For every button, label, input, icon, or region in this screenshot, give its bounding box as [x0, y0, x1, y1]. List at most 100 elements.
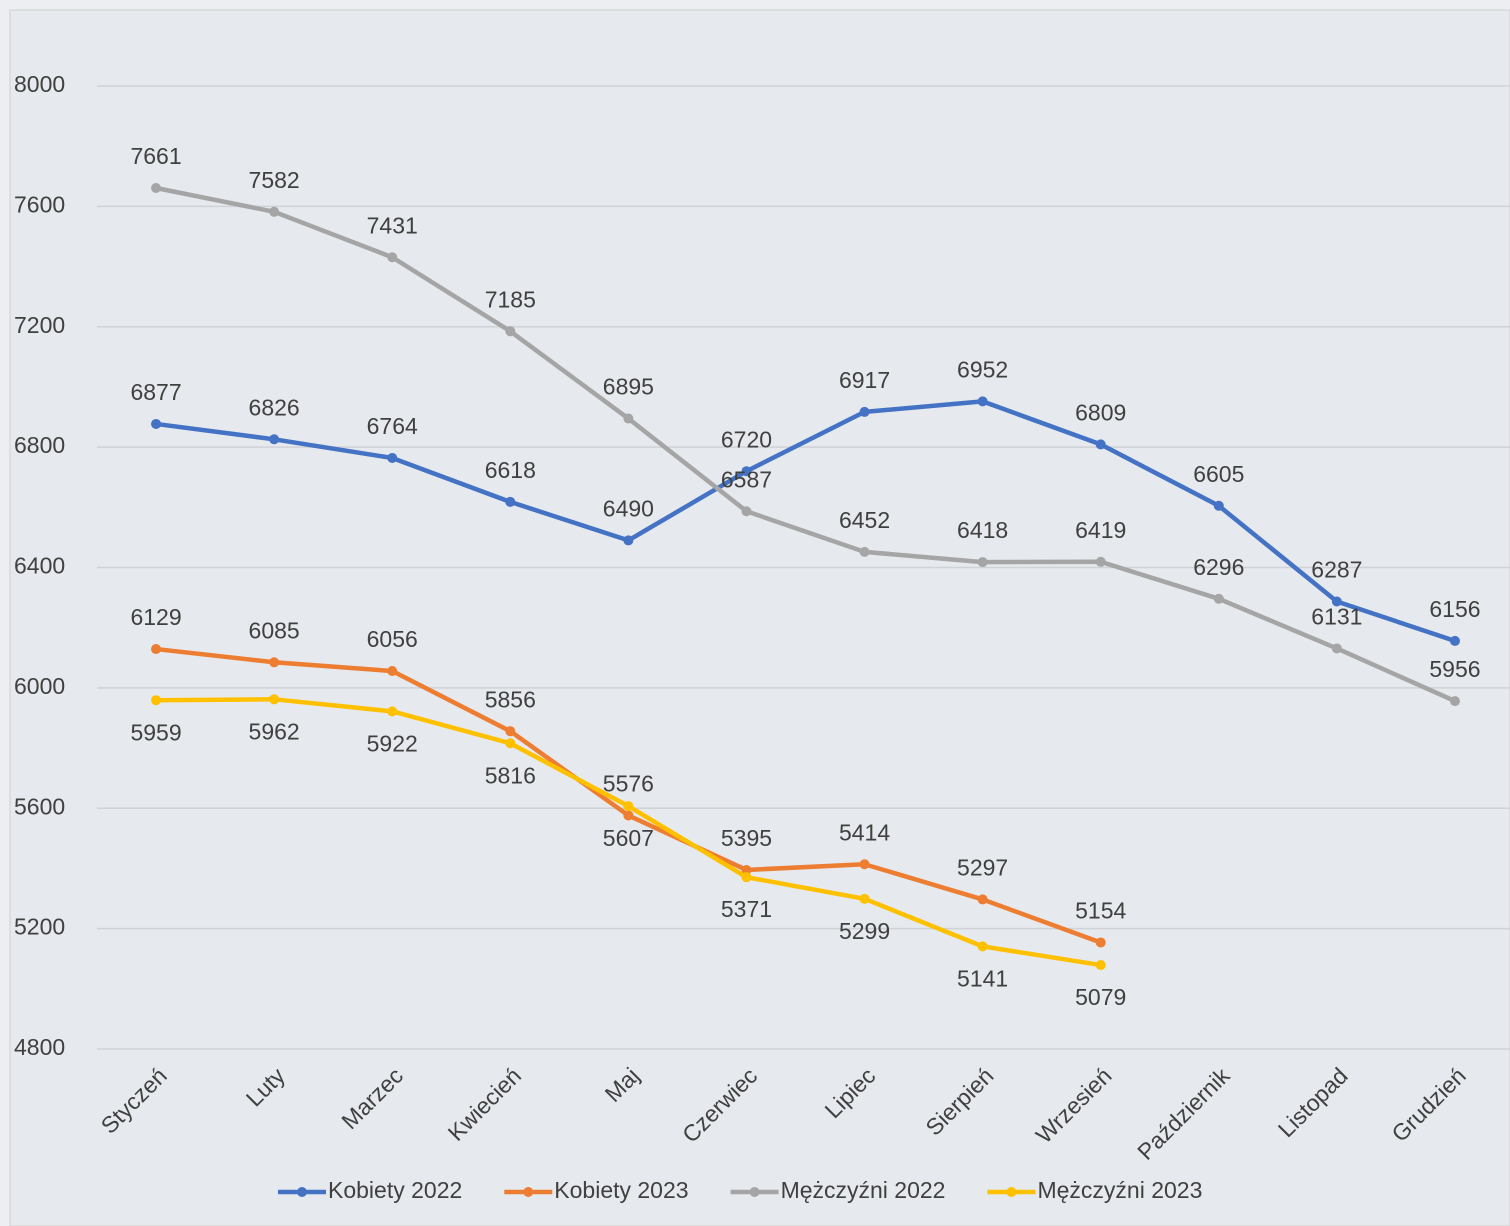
legend: Kobiety 2022 Kobiety 2023 Mężczyźni 2022 Mę… [278, 1177, 1202, 1203]
y-tick-label: 5600 [14, 793, 65, 819]
data-label: 5141 [957, 965, 1008, 991]
data-point [151, 695, 162, 706]
data-label: 7661 [130, 143, 181, 169]
data-point [1449, 635, 1460, 646]
y-tick-label: 7600 [14, 191, 65, 217]
data-point [151, 183, 162, 194]
data-label: 5922 [367, 730, 418, 756]
data-label: 5297 [957, 855, 1008, 881]
data-point [977, 894, 988, 905]
data-point [623, 810, 634, 821]
data-label: 6418 [957, 517, 1008, 543]
data-point [1095, 937, 1106, 948]
data-point [859, 406, 870, 417]
data-point [1213, 500, 1224, 511]
data-point [505, 496, 516, 507]
data-label: 6720 [721, 426, 772, 452]
data-point [151, 418, 162, 429]
data-label: 6296 [1193, 554, 1244, 580]
data-point [741, 466, 752, 477]
data-label: 6877 [130, 379, 181, 405]
data-label: 5079 [1075, 984, 1126, 1010]
data-point [741, 506, 752, 517]
data-point [387, 706, 398, 717]
data-label: 6085 [249, 617, 300, 643]
data-point [1095, 439, 1106, 450]
legend-label: Mężczyźni 2023 [1037, 1177, 1202, 1203]
y-tick-label: 6400 [14, 553, 65, 579]
y-tick-label: 5200 [14, 914, 65, 940]
data-point [623, 535, 634, 546]
data-point [387, 666, 398, 677]
data-label: 6809 [1075, 399, 1126, 425]
data-label: 6452 [839, 507, 890, 533]
data-label: 6056 [367, 626, 418, 652]
data-label: 7582 [249, 167, 300, 193]
data-point [859, 546, 870, 557]
data-point [1095, 960, 1106, 971]
data-label: 6587 [721, 466, 772, 492]
y-tick-label: 8000 [14, 71, 65, 97]
data-label: 6826 [249, 394, 300, 420]
data-point [1095, 556, 1106, 567]
data-label: 6952 [957, 356, 1008, 382]
data-point [741, 872, 752, 883]
legend-marker [749, 1187, 760, 1197]
legend-label: Kobiety 2023 [554, 1177, 688, 1203]
data-label: 5959 [130, 719, 181, 745]
data-point [623, 801, 634, 812]
chart-background [9, 9, 1510, 1226]
data-label: 6618 [485, 457, 536, 483]
data-point [1331, 643, 1342, 654]
series-line [155, 185, 1456, 704]
y-tick-label: 6000 [14, 673, 65, 699]
data-label: 6156 [1429, 596, 1480, 622]
data-point [977, 557, 988, 568]
data-label: 5856 [485, 686, 536, 712]
data-label: 6605 [1193, 461, 1244, 487]
data-label: 5816 [485, 762, 536, 788]
data-point [269, 657, 280, 668]
data-label: 6895 [603, 374, 654, 400]
data-point [505, 726, 516, 737]
legend-marker [297, 1187, 307, 1197]
series-line [155, 399, 1456, 644]
data-point [505, 326, 516, 337]
legend-marker [1006, 1187, 1017, 1197]
y-tick-label: 4800 [14, 1034, 65, 1060]
y-tick-label: 7200 [14, 312, 65, 338]
data-point [151, 644, 162, 655]
data-point [859, 893, 870, 904]
data-label: 6917 [839, 367, 890, 393]
data-label: 7185 [485, 286, 536, 312]
data-point [269, 434, 280, 445]
legend-label: Kobiety 2022 [328, 1177, 462, 1203]
data-label: 7431 [367, 212, 418, 238]
data-label: 5299 [839, 918, 890, 944]
data-label: 6419 [1075, 517, 1126, 543]
data-point [1449, 696, 1460, 707]
data-point [977, 396, 988, 407]
data-label: 6764 [367, 413, 418, 439]
data-label: 5414 [839, 819, 890, 845]
legend-label: Mężczyźni 2022 [781, 1177, 946, 1203]
data-label: 5956 [1429, 656, 1480, 682]
data-label: 5395 [721, 825, 772, 851]
data-point [269, 206, 280, 217]
data-point [387, 252, 398, 263]
data-label: 5607 [603, 825, 654, 851]
data-label: 5576 [603, 771, 654, 797]
y-tick-label: 6800 [14, 432, 65, 458]
data-point [269, 694, 280, 705]
data-point [387, 452, 398, 463]
legend-marker [523, 1187, 534, 1197]
data-label: 5371 [721, 896, 772, 922]
data-label: 6490 [603, 495, 654, 521]
data-point [977, 941, 988, 952]
data-label: 6287 [1311, 557, 1362, 583]
data-point [1213, 593, 1224, 604]
data-point [623, 413, 634, 424]
data-label: 6129 [130, 604, 181, 630]
data-label: 5962 [249, 718, 300, 744]
